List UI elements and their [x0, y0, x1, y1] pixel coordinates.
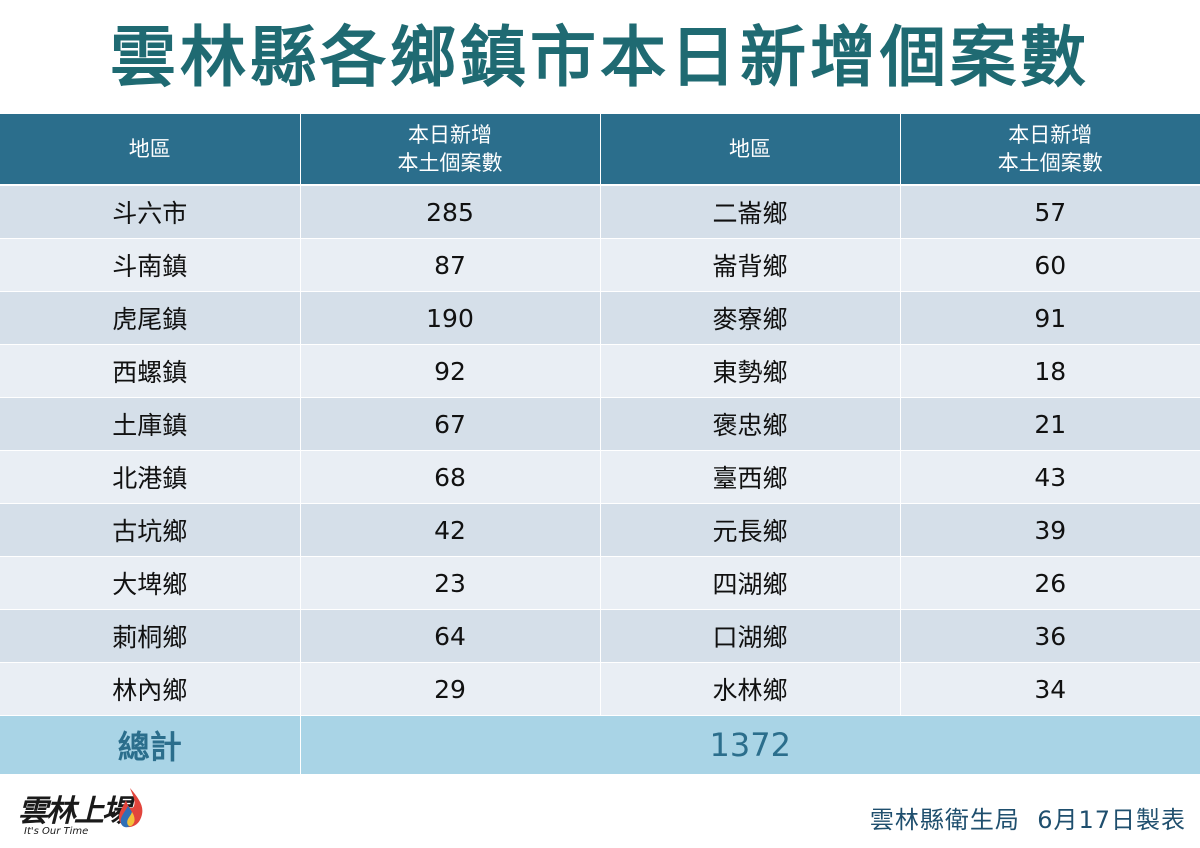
right-cases-cell: 57 [900, 185, 1200, 239]
total-row: 總計 1372 [0, 715, 1200, 775]
table-row: 西螺鎮 92 東勢鄉 18 [0, 344, 1200, 398]
page-title: 雲林縣各鄉鎮市本日新增個案數 [110, 19, 1090, 96]
flame-icon [118, 788, 143, 828]
header-region-right: 地區 [600, 114, 901, 186]
table-row: 古坑鄉 42 元長鄉 39 [0, 503, 1200, 557]
header-cases-line1: 本日新增 [1008, 123, 1093, 147]
total-label: 總計 [0, 715, 301, 775]
table-row: 虎尾鎮 190 麥寮鄉 91 [0, 291, 1200, 345]
right-region-cell: 口湖鄉 [600, 609, 901, 663]
left-region-cell: 林內鄉 [0, 662, 301, 716]
left-cases-cell: 23 [300, 556, 601, 610]
left-region-cell: 古坑鄉 [0, 503, 301, 557]
table-row: 莿桐鄉 64 口湖鄉 36 [0, 609, 1200, 663]
left-cases-cell: 29 [300, 662, 601, 716]
table-row: 斗南鎮 87 崙背鄉 60 [0, 238, 1200, 292]
left-cases-cell: 42 [300, 503, 601, 557]
right-region-cell: 二崙鄉 [600, 185, 901, 239]
table-header-row: 地區 本日新增 本土個案數 地區 本日新增 本土個案數 [0, 114, 1200, 186]
left-cases-cell: 68 [300, 450, 601, 504]
right-cases-cell: 21 [900, 397, 1200, 451]
header-region-left: 地區 [0, 114, 301, 186]
right-region-cell: 水林鄉 [600, 662, 901, 716]
left-region-cell: 西螺鎮 [0, 344, 301, 398]
right-cases-cell: 39 [900, 503, 1200, 557]
right-cases-cell: 60 [900, 238, 1200, 292]
table-row: 斗六市 285 二崙鄉 57 [0, 185, 1200, 239]
footer-credit: 雲林縣衛生局 6月17日製表 [870, 800, 1186, 835]
left-region-cell: 大埤鄉 [0, 556, 301, 610]
right-region-cell: 臺西鄉 [600, 450, 901, 504]
right-region-cell: 崙背鄉 [600, 238, 901, 292]
left-region-cell: 斗南鎮 [0, 238, 301, 292]
header-cases-line2: 本土個案數 [397, 151, 503, 175]
yunlin-logo: 雲林上場 It's Our Time [14, 786, 154, 842]
right-region-cell: 東勢鄉 [600, 344, 901, 398]
footer-date: 6月17日製表 [1037, 806, 1186, 834]
header-cases-left: 本日新增 本土個案數 [300, 114, 601, 186]
table-row: 北港鎮 68 臺西鄉 43 [0, 450, 1200, 504]
header-cases-line1: 本日新增 [408, 123, 492, 147]
left-cases-cell: 92 [300, 344, 601, 398]
left-cases-cell: 67 [300, 397, 601, 451]
header-cases-right: 本日新增 本土個案數 [900, 114, 1200, 186]
logo-tagline: It's Our Time [24, 826, 89, 837]
left-cases-cell: 64 [300, 609, 601, 663]
logo-text: 雲林上場 [18, 794, 132, 829]
right-region-cell: 四湖鄉 [600, 556, 901, 610]
left-region-cell: 土庫鎮 [0, 397, 301, 451]
footer-agency: 雲林縣衛生局 [869, 806, 1020, 834]
case-count-table: 地區 本日新增 本土個案數 地區 本日新增 本土個案數 斗六市 285 二崙鄉 … [0, 114, 1200, 775]
right-cases-cell: 43 [900, 450, 1200, 504]
left-region-cell: 莿桐鄉 [0, 609, 301, 663]
right-cases-cell: 91 [900, 291, 1200, 345]
table-row: 林內鄉 29 水林鄉 34 [0, 662, 1200, 716]
left-cases-cell: 87 [300, 238, 601, 292]
left-cases-cell: 285 [300, 185, 601, 239]
right-cases-cell: 36 [900, 609, 1200, 663]
total-value: 1372 [300, 715, 1200, 775]
left-region-cell: 斗六市 [0, 185, 301, 239]
right-cases-cell: 34 [900, 662, 1200, 716]
right-region-cell: 褒忠鄉 [600, 397, 901, 451]
right-region-cell: 麥寮鄉 [600, 291, 901, 345]
right-cases-cell: 26 [900, 556, 1200, 610]
header-cases-line2: 本土個案數 [997, 151, 1103, 175]
left-region-cell: 虎尾鎮 [0, 291, 301, 345]
right-region-cell: 元長鄉 [600, 503, 901, 557]
table-row: 土庫鎮 67 褒忠鄉 21 [0, 397, 1200, 451]
table-row: 大埤鄉 23 四湖鄉 26 [0, 556, 1200, 610]
left-region-cell: 北港鎮 [0, 450, 301, 504]
left-cases-cell: 190 [300, 291, 601, 345]
right-cases-cell: 18 [900, 344, 1200, 398]
